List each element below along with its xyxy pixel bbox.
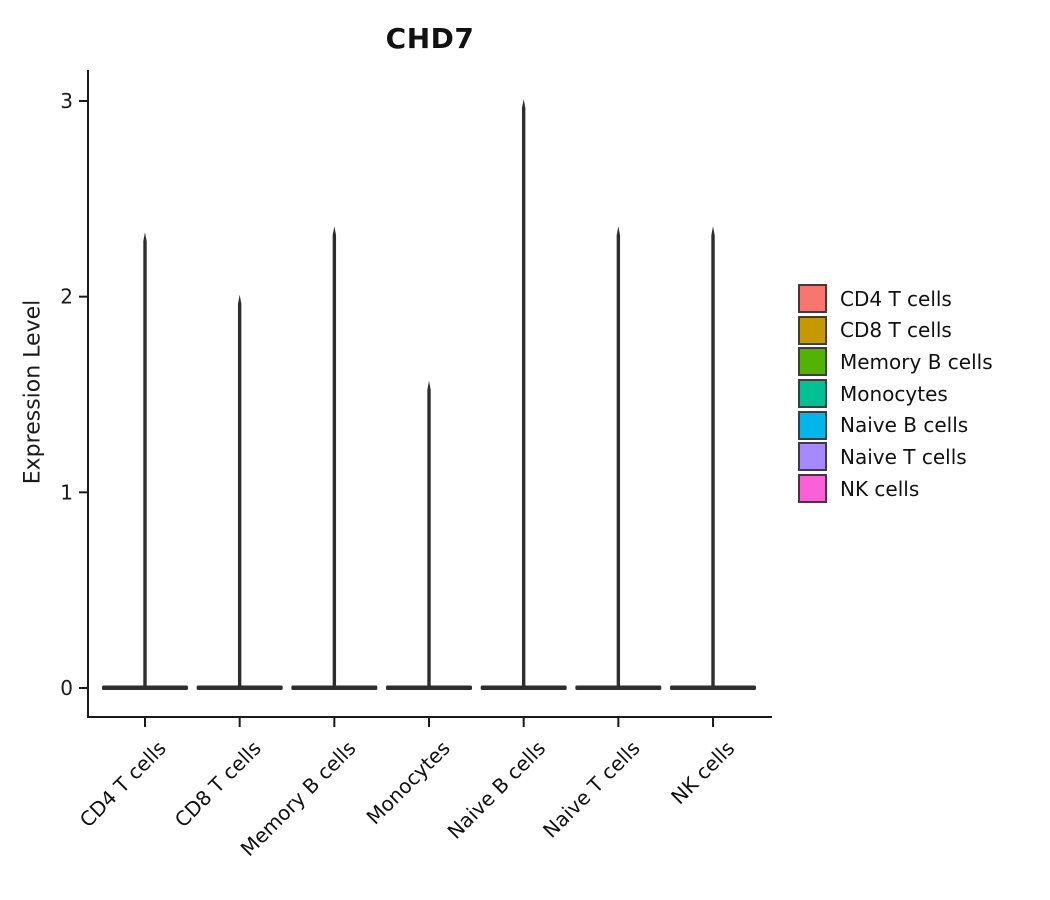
violin-4 [386, 380, 473, 690]
violin-1 [102, 232, 188, 690]
legend-item: CD8 T cells [798, 315, 993, 345]
violin-2 [196, 294, 283, 690]
violin-spike [143, 232, 147, 689]
legend-item: Monocytes [798, 379, 993, 409]
legend-swatch [798, 315, 827, 345]
legend-item: Memory B cells [798, 347, 993, 377]
legend-label: Memory B cells [840, 349, 993, 374]
violin-spike [427, 380, 431, 689]
legend-label: CD4 T cells [840, 286, 952, 311]
violin-spike [521, 99, 526, 689]
legend-item: Naive B cells [798, 410, 993, 440]
y-tick-label: 3 [60, 89, 73, 113]
legend-label: Naive B cells [840, 413, 969, 438]
legend-label: NK cells [840, 476, 920, 501]
legend-label: Naive T cells [840, 444, 967, 469]
violin-7 [670, 226, 757, 690]
plot-title: CHD7 [385, 22, 475, 55]
legend-swatch [798, 284, 827, 313]
legend: CD4 T cells CD8 T cells Memory B cells Mono… [798, 284, 993, 504]
legend-item: CD4 T cells [798, 284, 993, 313]
violin-5 [480, 99, 567, 690]
legend-swatch [798, 474, 827, 504]
legend-item: NK cells [798, 474, 993, 504]
violin-spike [711, 226, 715, 689]
legend-item: Naive T cells [798, 442, 993, 472]
violin-spike [237, 294, 242, 689]
violin-spike [332, 226, 337, 689]
legend-swatch [798, 410, 827, 440]
legend-swatch [798, 442, 827, 472]
legend-swatch [798, 379, 827, 409]
y-tick-label: 1 [60, 480, 73, 504]
legend-swatch [798, 347, 827, 377]
violin-6 [575, 226, 662, 690]
violin-spike [616, 226, 621, 689]
y-tick-label: 0 [60, 676, 73, 700]
legend-label: CD8 T cells [840, 318, 952, 343]
violin-3 [291, 226, 378, 690]
legend-label: Monocytes [840, 381, 948, 406]
y-tick-label: 2 [60, 285, 73, 309]
